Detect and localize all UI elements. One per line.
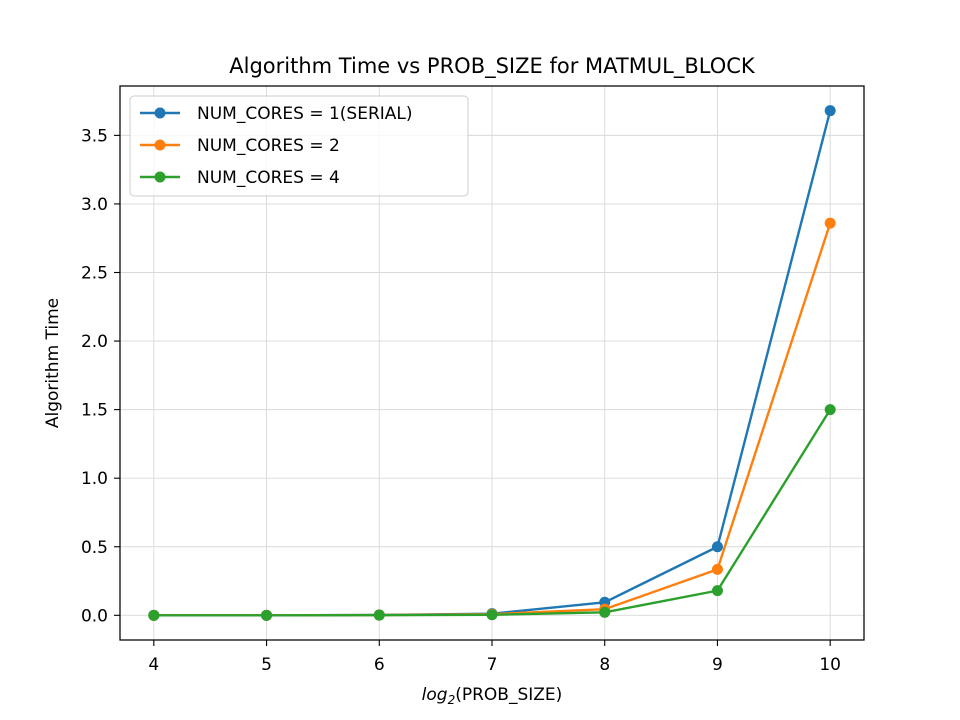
legend-box	[129, 95, 469, 197]
legend-item: NUM_CORES = 2	[140, 136, 340, 156]
x-tick-label: 9	[712, 655, 723, 675]
data-point	[824, 105, 836, 117]
data-point	[599, 606, 611, 618]
x-tick-label: 8	[599, 655, 610, 675]
x-axis-title-subscript: 2	[448, 693, 456, 707]
data-point	[711, 563, 723, 575]
y-tick-label: 0.5	[81, 538, 108, 558]
x-tick-label: 4	[148, 655, 159, 675]
data-point	[148, 609, 160, 621]
legend-marker	[154, 171, 166, 183]
x-tick-label: 5	[261, 655, 272, 675]
legend-marker	[154, 107, 166, 119]
x-tick-label: 7	[487, 655, 498, 675]
legend-item: NUM_CORES = 1(SERIAL)	[140, 104, 413, 124]
x-axis-title-argument: (PROB_SIZE)	[455, 685, 562, 705]
y-tick-label: 3.0	[81, 195, 108, 215]
data-point	[711, 585, 723, 597]
y-tick-label: 0.0	[81, 606, 108, 626]
y-tick-label: 2.5	[81, 263, 108, 283]
data-point	[486, 609, 498, 621]
data-point	[261, 609, 273, 621]
x-tick-label: 10	[819, 655, 841, 675]
data-point	[824, 404, 836, 416]
series-3	[148, 404, 836, 621]
x-axis-title: log2(PROB_SIZE)	[422, 685, 563, 707]
y-tick-label: 2.0	[81, 332, 108, 352]
axis-ticks: 4 5 6 7 8 9 10 0.0 0.5 1.0 1.5 2.0 2.5 3.0 3.5	[81, 126, 841, 675]
legend-item: NUM_CORES = 4	[140, 168, 340, 188]
legend-marker	[154, 139, 166, 151]
data-point	[711, 541, 723, 553]
series-layer	[148, 105, 836, 621]
y-axis-title: Algorithm Time	[43, 298, 63, 428]
data-point	[373, 609, 385, 621]
x-axis-title-log: log	[422, 685, 448, 705]
legend-label: NUM_CORES = 2	[197, 136, 340, 156]
y-tick-label: 1.0	[81, 469, 108, 489]
data-point	[824, 217, 836, 229]
legend-label: NUM_CORES = 1(SERIAL)	[197, 104, 413, 124]
x-tick-label: 6	[374, 655, 385, 675]
y-tick-label: 1.5	[81, 401, 108, 421]
legend: NUM_CORES = 1(SERIAL) NUM_CORES = 2 NUM_CO…	[129, 95, 469, 197]
y-tick-label: 3.5	[81, 126, 108, 146]
legend-label: NUM_CORES = 4	[197, 168, 340, 188]
chart-title: Algorithm Time vs PROB_SIZE for MATMUL_B…	[229, 54, 756, 79]
